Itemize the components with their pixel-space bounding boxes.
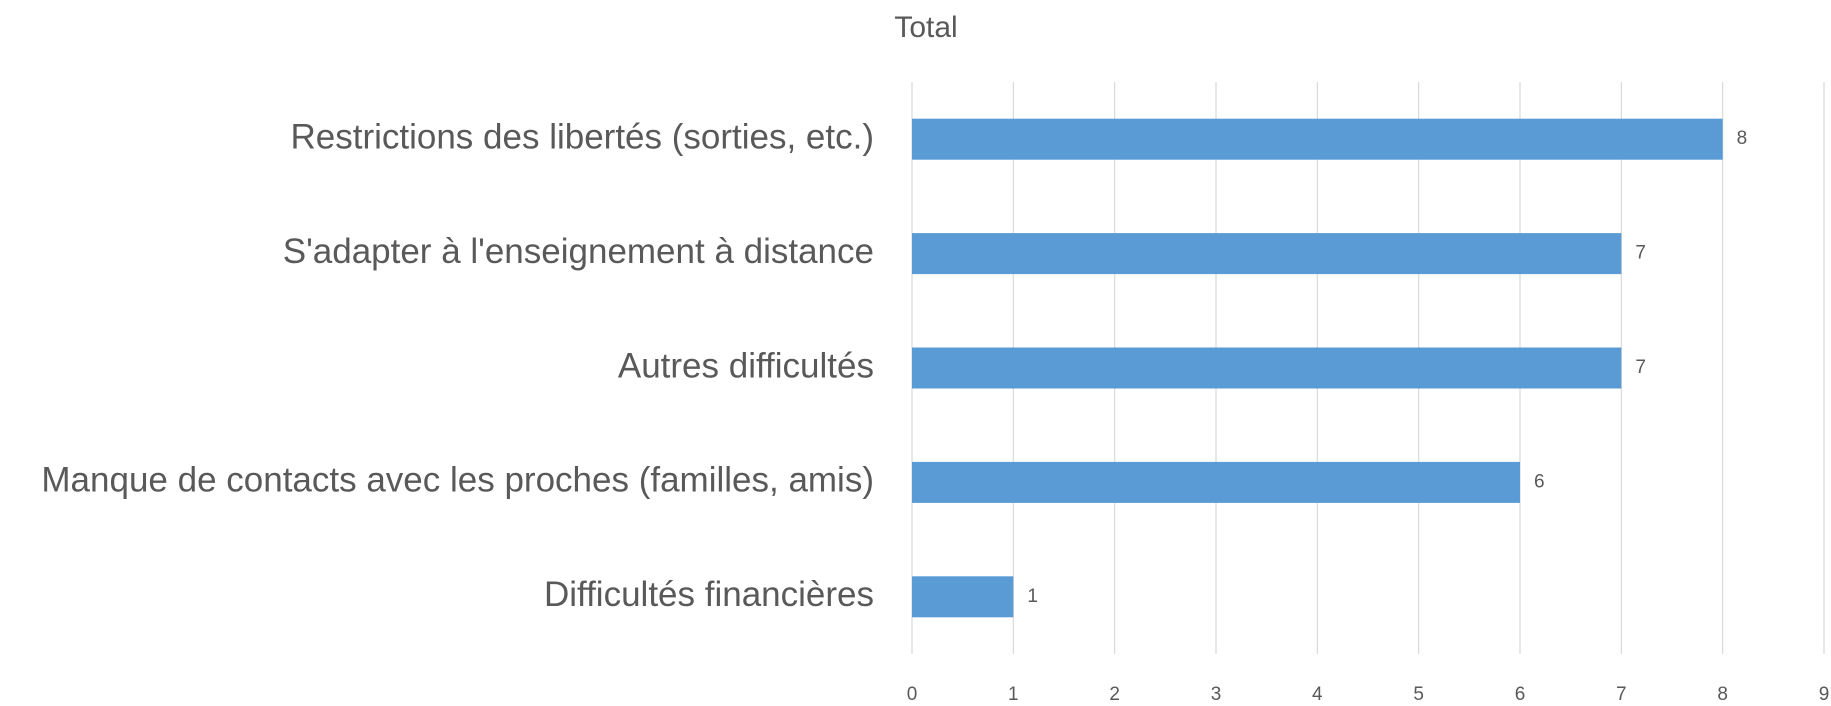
y-tick-label: S'adapter à l'enseignement à distance [283, 232, 874, 271]
y-tick-label: Autres difficultés [618, 346, 874, 385]
data-label: 7 [1635, 243, 1646, 264]
x-tick-label: 5 [1413, 684, 1424, 705]
data-label: 7 [1635, 357, 1646, 378]
bar [912, 118, 1723, 160]
bar [912, 461, 1520, 503]
x-tick-label: 4 [1312, 684, 1323, 705]
y-tick-label: Restrictions des libertés (sorties, etc.… [290, 117, 874, 156]
x-tick-label: 6 [1515, 684, 1526, 705]
bar [912, 576, 1014, 618]
chart-title: Total [894, 11, 957, 44]
x-tick-label: 3 [1211, 684, 1222, 705]
data-label: 1 [1027, 586, 1038, 607]
x-tick-label: 0 [907, 684, 918, 705]
x-tick-label: 1 [1008, 684, 1019, 705]
x-tick-label: 8 [1717, 684, 1728, 705]
y-tick-label: Difficultés financières [544, 575, 874, 614]
x-tick-label: 9 [1819, 684, 1830, 705]
data-label: 6 [1534, 471, 1545, 492]
x-tick-label: 2 [1109, 684, 1120, 705]
data-label: 8 [1737, 128, 1748, 149]
y-tick-label: Manque de contacts avec les proches (fam… [41, 461, 874, 500]
bar [912, 347, 1622, 389]
x-tick-label: 7 [1616, 684, 1627, 705]
bar [912, 233, 1622, 275]
